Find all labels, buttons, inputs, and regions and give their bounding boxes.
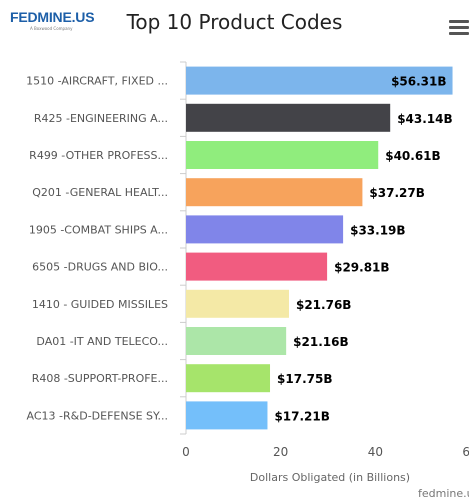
data-label: $37.27B [369,186,424,200]
category-label: R499 -OTHER PROFESS... [29,149,168,162]
bar [186,104,390,132]
data-label: $21.16B [293,335,348,349]
data-label: $40.61B [385,149,440,163]
bar [186,253,327,281]
category-label: 1510 -AIRCRAFT, FIXED ... [26,75,168,88]
category-label: 1905 -COMBAT SHIPS A... [29,223,168,236]
data-label: $33.19B [350,223,405,237]
category-label: R425 -ENGINEERING A... [34,112,168,125]
bar [186,178,362,206]
x-axis-title: Dollars Obligated (in Billions) [250,471,410,484]
category-label: 1410 - GUIDED MISSILES [32,298,168,311]
bar [186,215,343,243]
category-label: AC13 -R&D-DEFENSE SY... [27,409,168,422]
plot-area: 1510 -AIRCRAFT, FIXED ... $56.31B R425 -EN… [26,62,469,484]
data-label: $29.81B [334,261,389,275]
bar [186,290,289,318]
bar [186,327,286,355]
data-label: $56.31B [391,75,446,89]
data-label: $21.76B [296,298,351,312]
x-tick-label: 60 [462,445,469,459]
data-label: $43.14B [397,112,452,126]
category-label: DA01 -IT AND TELECO... [36,335,168,348]
bar [186,401,267,429]
category-label: Q201 -GENERAL HEALT... [32,186,168,199]
x-tick-label: 40 [368,445,383,459]
category-label: R408 -SUPPORT-PROFE... [32,372,168,385]
x-tick-label: 20 [273,445,288,459]
category-label: 6505 -DRUGS AND BIO... [32,261,168,274]
data-label: $17.75B [277,372,332,386]
x-tick-label: 0 [182,445,190,459]
footer-credit: fedmine.us [418,487,469,500]
data-label: $17.21B [274,409,329,423]
bar [186,141,378,169]
bar [186,364,270,392]
